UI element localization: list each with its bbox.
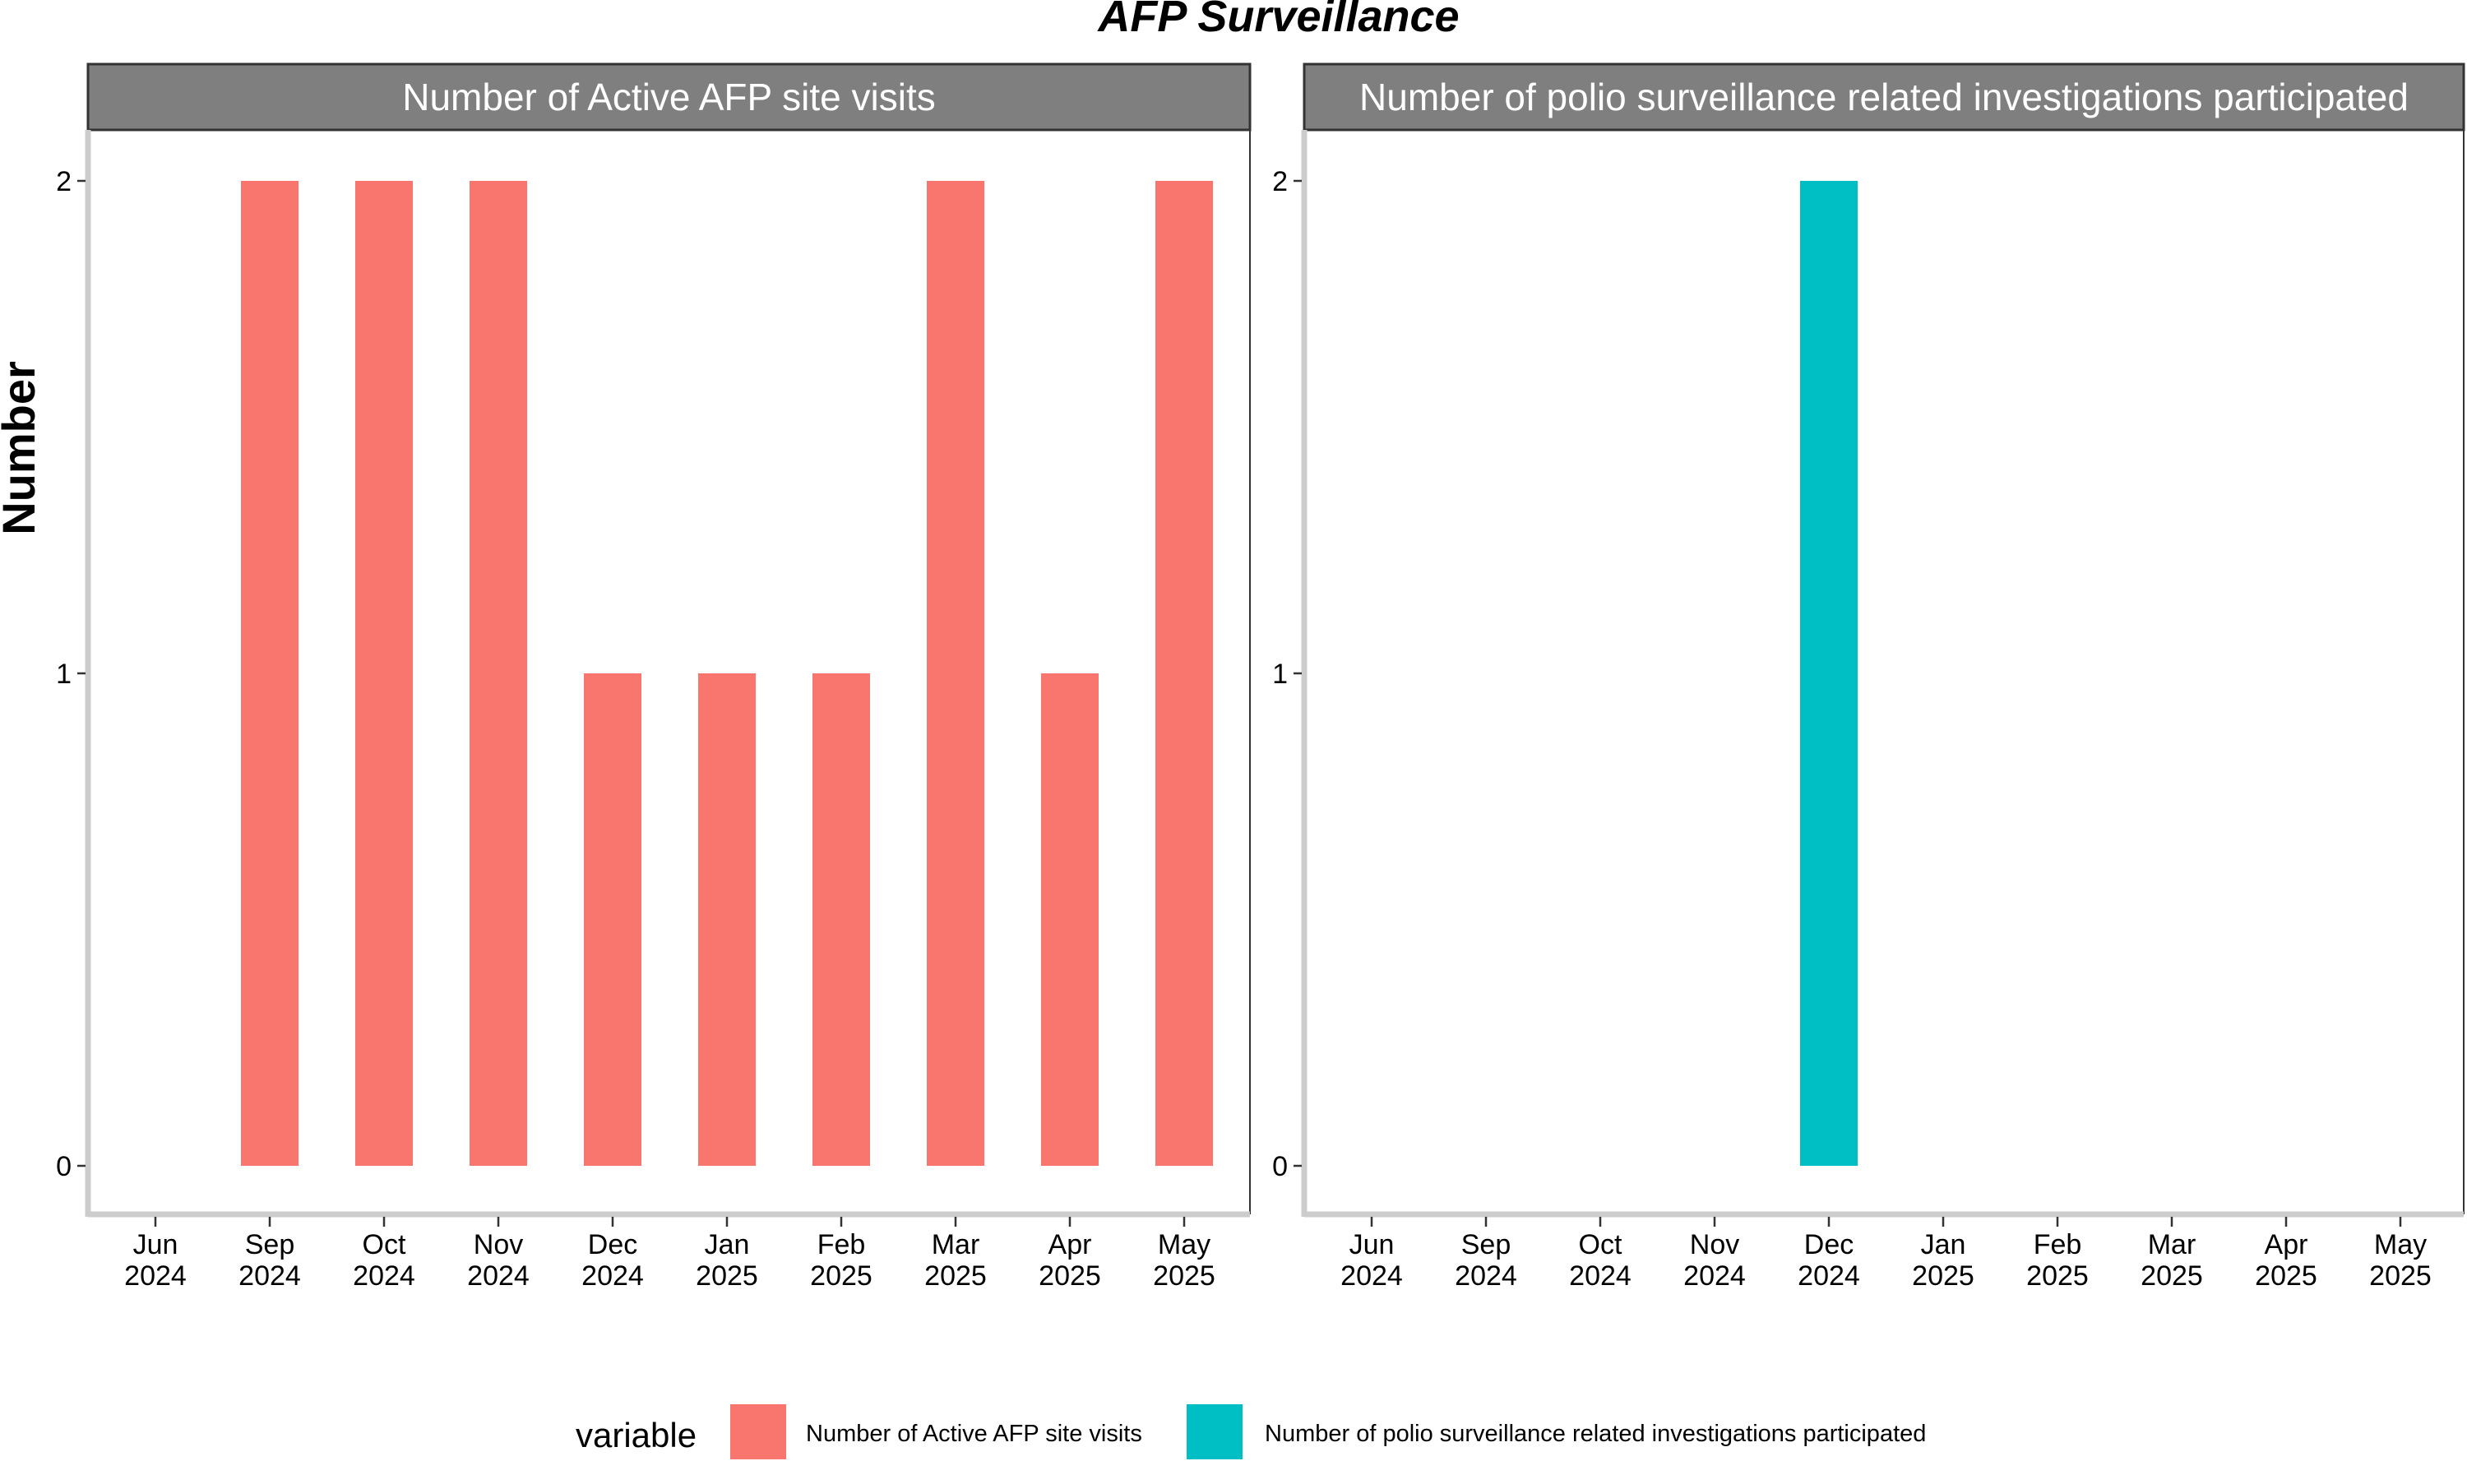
panel-1: Number of Active AFP site visits012Jun20…	[56, 62, 1252, 1292]
x-tick-label-year: 2025	[924, 1260, 987, 1292]
bar	[927, 181, 984, 1166]
x-tick-label-month: Jan	[1921, 1229, 1966, 1260]
x-tick-label-month: Sep	[245, 1229, 295, 1260]
x-tick-label-year: 2024	[1798, 1260, 1860, 1292]
x-tick-label-month: Oct	[363, 1229, 406, 1260]
x-tick-label-month: Jan	[705, 1229, 750, 1260]
legend-label: Number of polio surveillance related inv…	[1265, 1421, 1926, 1447]
x-tick-label-year: 2025	[2369, 1260, 2432, 1292]
x-tick-label-year: 2024	[1569, 1260, 1632, 1292]
y-tick-label: 2	[56, 166, 72, 197]
panel-title: Number of polio surveillance related inv…	[1359, 76, 2409, 118]
y-tick-label: 1	[1272, 659, 1288, 690]
x-tick-label-month: May	[1158, 1229, 1210, 1260]
x-tick-label-year: 2025	[2255, 1260, 2317, 1292]
legend-key	[1187, 1404, 1243, 1459]
x-tick-label-year: 2024	[1683, 1260, 1746, 1292]
x-tick-label-year: 2024	[1455, 1260, 1517, 1292]
x-tick-label-month: Sep	[1461, 1229, 1511, 1260]
x-tick-label-year: 2025	[1912, 1260, 1974, 1292]
chart-title: AFP Surveillance	[1096, 0, 1459, 41]
y-tick-label: 0	[56, 1151, 72, 1182]
legend-title: variable	[576, 1416, 697, 1454]
x-tick-label-month: Oct	[1579, 1229, 1622, 1260]
panel-strip	[1303, 62, 2465, 132]
bar	[812, 673, 870, 1166]
x-tick-label-year: 2024	[1340, 1260, 1403, 1292]
y-tick-label: 1	[56, 659, 72, 690]
x-tick-label-month: May	[2374, 1229, 2427, 1260]
x-tick-label-month: Mar	[932, 1229, 980, 1260]
x-tick-label-year: 2024	[238, 1260, 301, 1292]
x-tick-label-year: 2025	[1153, 1260, 1215, 1292]
x-tick-label-year: 2024	[124, 1260, 187, 1292]
x-tick-label-month: Dec	[588, 1229, 637, 1260]
y-tick-label: 0	[1272, 1151, 1288, 1182]
x-tick-label-year: 2024	[353, 1260, 415, 1292]
bar	[698, 673, 756, 1166]
x-tick-label-year: 2025	[2141, 1260, 2203, 1292]
x-tick-label-month: Jun	[133, 1229, 178, 1260]
x-tick-label-year: 2024	[581, 1260, 644, 1292]
bar	[241, 181, 299, 1166]
legend: variable Number of Active AFP site visit…	[576, 1404, 1926, 1459]
x-tick-label-month: Jun	[1349, 1229, 1395, 1260]
y-tick-label: 2	[1272, 166, 1288, 197]
x-tick-label-month: Apr	[2265, 1229, 2308, 1260]
bar	[355, 181, 413, 1166]
x-tick-label-month: Nov	[474, 1229, 523, 1260]
bar	[1041, 673, 1099, 1166]
x-tick-label-month: Feb	[2034, 1229, 2082, 1260]
legend-label: Number of Active AFP site visits	[806, 1421, 1142, 1447]
x-tick-label-month: Feb	[817, 1229, 866, 1260]
x-tick-label-year: 2025	[1039, 1260, 1101, 1292]
panel-2: Number of polio surveillance related inv…	[1272, 62, 2465, 1292]
panels: Number of Active AFP site visits012Jun20…	[56, 62, 2465, 1292]
panel-title: Number of Active AFP site visits	[402, 76, 936, 118]
x-tick-label-month: Mar	[2148, 1229, 2196, 1260]
x-tick-label-month: Nov	[1690, 1229, 1739, 1260]
panel-strip	[86, 62, 1252, 132]
x-tick-label-year: 2025	[810, 1260, 872, 1292]
x-tick-label-year: 2025	[2026, 1260, 2089, 1292]
x-tick-label-month: Dec	[1804, 1229, 1854, 1260]
x-tick-label-year: 2025	[696, 1260, 758, 1292]
x-tick-label-year: 2024	[467, 1260, 530, 1292]
y-axis-label: Number	[0, 361, 44, 535]
bar	[1800, 181, 1858, 1166]
bar	[1155, 181, 1213, 1166]
x-tick-label-month: Apr	[1048, 1229, 1092, 1260]
legend-key	[730, 1404, 786, 1459]
bar	[470, 181, 527, 1166]
bar	[584, 673, 641, 1166]
